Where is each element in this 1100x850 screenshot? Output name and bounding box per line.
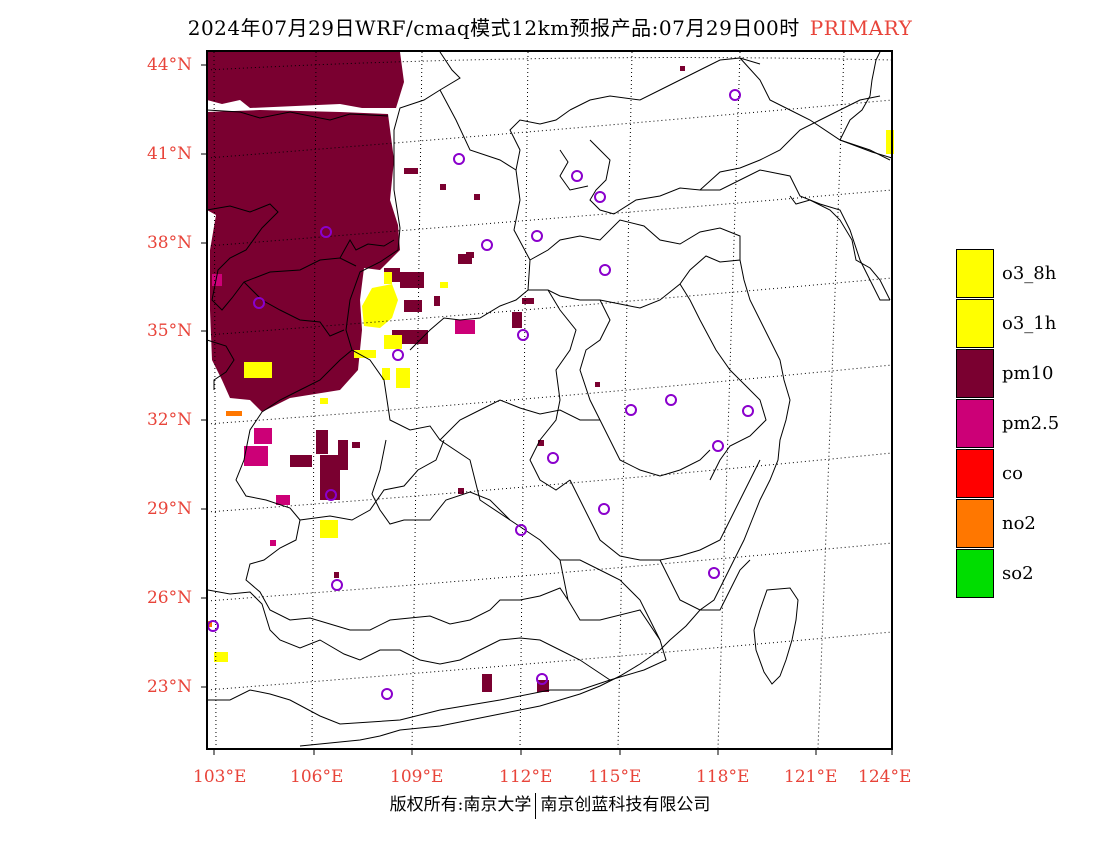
coastline <box>299 51 893 747</box>
lat-label-38: 38°N <box>146 233 192 253</box>
lon-label-112: 112°E <box>499 767 553 787</box>
lat-label-32: 32°N <box>146 410 192 430</box>
lon-label-103: 103°E <box>193 767 247 787</box>
lat-label-44: 44°N <box>146 55 192 75</box>
legend-item-pm25: pm2.5 <box>956 399 1096 449</box>
legend-item-co: co <box>956 449 1096 499</box>
legend-label: so2 <box>1002 563 1034 584</box>
station-markers <box>207 89 754 700</box>
legend-item-o3-1h: o3_1h <box>956 299 1096 349</box>
lon-label-124: 124°E <box>858 767 912 787</box>
pollutant-legend: o3_8h o3_1h pm10 pm2.5 co no2 so2 <box>956 249 1096 599</box>
pm10-field <box>207 52 685 692</box>
legend-swatch <box>956 249 994 298</box>
legend-label: o3_1h <box>1002 313 1057 334</box>
legend-swatch <box>956 299 994 348</box>
no2-field <box>206 411 242 627</box>
copyright-footer: 版权所有:南京大学 南京创蓝科技有限公司 <box>0 790 1100 819</box>
legend-label: pm10 <box>1002 363 1054 384</box>
title-tag: PRIMARY <box>809 16 913 40</box>
legend-swatch <box>956 399 994 448</box>
legend-swatch <box>956 549 994 598</box>
lon-label-106: 106°E <box>290 767 344 787</box>
lon-label-118: 118°E <box>696 767 750 787</box>
pm25-field <box>212 274 475 546</box>
legend-swatch <box>956 499 994 548</box>
lat-label-26: 26°N <box>146 588 192 608</box>
lat-label-35: 35°N <box>146 321 192 341</box>
province-boundaries <box>206 51 891 725</box>
legend-swatch <box>956 349 994 398</box>
o3-field <box>214 130 894 662</box>
legend-label: o3_8h <box>1002 263 1057 284</box>
map-title: 2024年07月29日WRF/cmaq模式12km预报产品:07月29日00时 P… <box>0 12 1100 41</box>
title-text: 2024年07月29日WRF/cmaq模式12km预报产品:07月29日00时 <box>187 16 800 40</box>
legend-item-no2: no2 <box>956 499 1096 549</box>
lat-label-41: 41°N <box>146 144 192 164</box>
lon-label-109: 109°E <box>390 767 444 787</box>
legend-label: co <box>1002 463 1023 484</box>
axis-ticks <box>201 64 893 755</box>
lon-label-121: 121°E <box>784 767 838 787</box>
footer-divider <box>535 792 537 819</box>
copyright-left: 版权所有:南京大学 <box>389 795 532 815</box>
legend-item-so2: so2 <box>956 549 1096 599</box>
legend-swatch <box>956 449 994 498</box>
legend-label: no2 <box>1002 513 1036 534</box>
map-frame <box>206 50 893 750</box>
copyright-right: 南京创蓝科技有限公司 <box>540 795 711 815</box>
legend-item-pm10: pm10 <box>956 349 1096 399</box>
lat-label-29: 29°N <box>146 499 192 519</box>
legend-label: pm2.5 <box>1002 413 1060 434</box>
lat-label-23: 23°N <box>146 677 192 697</box>
lon-label-115: 115°E <box>588 767 642 787</box>
legend-item-o3-8h: o3_8h <box>956 249 1096 299</box>
